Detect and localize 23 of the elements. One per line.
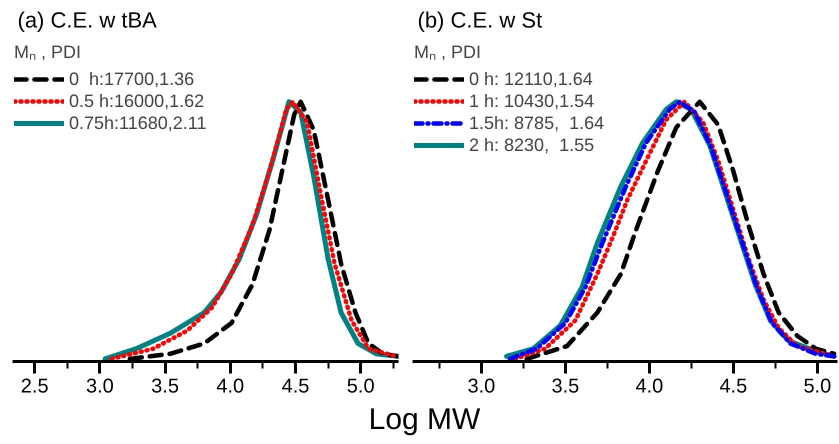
x-axis-title: Log MW [368, 402, 480, 438]
x-tick-label: 3.5 [151, 376, 179, 398]
x-tick-label: 5.0 [803, 376, 832, 398]
legend-label: 0 h:17700,1.36 [69, 68, 194, 90]
chart-title: (a) C.E. w tBA [18, 8, 158, 32]
legend-label: 2 h: 8230, 1.55 [469, 134, 594, 156]
legend-title: Mₙ , PDI [14, 41, 82, 63]
x-tick-label: 4.0 [216, 376, 244, 398]
legend-label: 1 h: 10430,1.54 [469, 90, 594, 112]
chart-title: (b) C.E. w St [418, 8, 542, 32]
x-tick-label: 4.5 [282, 376, 310, 398]
x-tick-label: 4.5 [719, 376, 748, 398]
legend-label: 0.75h:11680,2.11 [69, 112, 206, 134]
x-tick-label: 2.5 [20, 376, 49, 398]
legend-title: Mₙ , PDI [414, 41, 482, 63]
legend-label: 0.5 h:16000,1.62 [69, 90, 204, 112]
legend-label: 1.5h: 8785, 1.64 [469, 112, 604, 134]
x-tick-label: 3.0 [86, 376, 114, 398]
x-tick-label: 4.0 [635, 376, 664, 398]
x-tick-label: 3.5 [551, 376, 580, 398]
legend-label: 0 h: 12110,1.64 [469, 68, 593, 90]
x-tick-label: 5.0 [346, 376, 375, 398]
x-tick-label: 3.0 [467, 376, 496, 398]
